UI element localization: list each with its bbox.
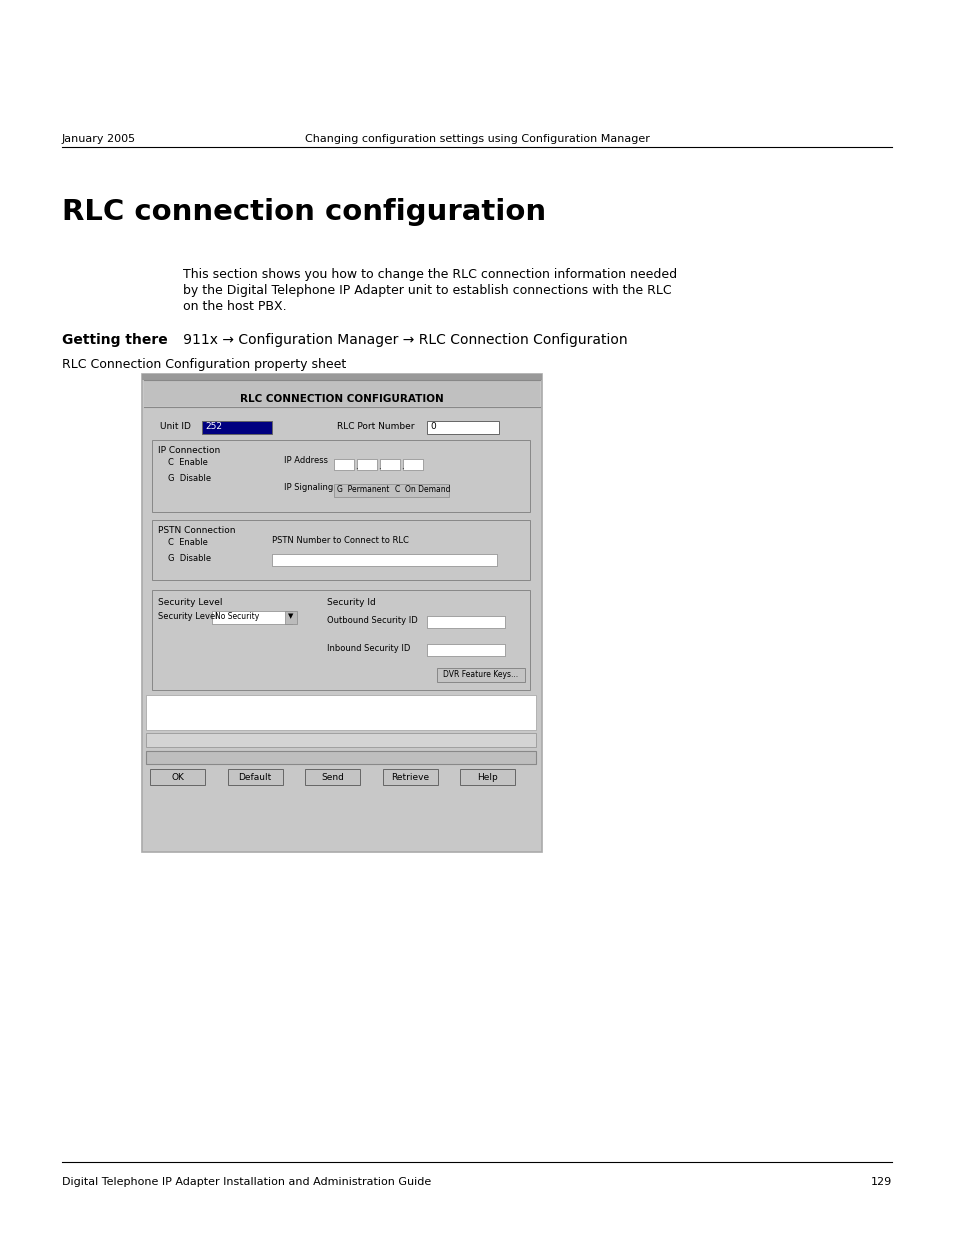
Bar — [146, 751, 536, 764]
Text: .: . — [400, 462, 403, 471]
Bar — [152, 590, 530, 690]
Text: Getting there: Getting there — [62, 333, 168, 347]
Bar — [427, 643, 504, 656]
Text: 911x → Configuration Manager → RLC Connection Configuration: 911x → Configuration Manager → RLC Conne… — [170, 333, 627, 347]
Text: PSTN Number to Connect to RLC: PSTN Number to Connect to RLC — [272, 536, 409, 545]
Bar — [427, 421, 498, 433]
Bar — [305, 769, 360, 785]
Text: .: . — [377, 462, 380, 471]
Bar — [460, 769, 515, 785]
Text: Inbound Security ID: Inbound Security ID — [327, 643, 410, 653]
Bar — [152, 440, 530, 513]
Text: IP Signaling: IP Signaling — [284, 483, 333, 492]
Bar — [334, 484, 449, 496]
Text: 252: 252 — [205, 422, 222, 431]
Text: .: . — [355, 462, 357, 471]
Text: RLC Port Number: RLC Port Number — [336, 422, 414, 431]
Text: C  On Demand: C On Demand — [395, 485, 450, 494]
Text: Unit ID: Unit ID — [160, 422, 191, 431]
Text: G  Permanent: G Permanent — [336, 485, 389, 494]
Bar — [285, 611, 296, 624]
Text: Retrieve: Retrieve — [391, 773, 429, 783]
Text: Outbound Security ID: Outbound Security ID — [327, 616, 417, 625]
Bar — [142, 374, 541, 380]
Text: Security Level: Security Level — [158, 598, 222, 606]
Bar — [382, 769, 437, 785]
Text: Security Id: Security Id — [327, 598, 375, 606]
Bar — [150, 769, 205, 785]
Bar — [228, 769, 282, 785]
Bar — [146, 734, 536, 747]
Bar — [144, 380, 539, 406]
Bar — [146, 695, 536, 730]
Text: ▼: ▼ — [288, 613, 294, 619]
Text: This section shows you how to change the RLC connection information needed: This section shows you how to change the… — [183, 268, 677, 282]
Text: on the host PBX.: on the host PBX. — [183, 300, 286, 312]
Text: IP Connection: IP Connection — [158, 446, 220, 454]
Text: DVR Feature Keys...: DVR Feature Keys... — [443, 671, 518, 679]
Text: by the Digital Telephone IP Adapter unit to establish connections with the RLC: by the Digital Telephone IP Adapter unit… — [183, 284, 671, 296]
Text: Send: Send — [321, 773, 344, 783]
Text: RLC Connection Configuration property sheet: RLC Connection Configuration property sh… — [62, 358, 346, 370]
Bar — [202, 421, 272, 433]
Text: Help: Help — [477, 773, 497, 783]
Bar — [334, 459, 354, 471]
Bar — [272, 555, 497, 566]
Text: OK: OK — [171, 773, 184, 783]
Bar — [152, 520, 530, 580]
Text: 129: 129 — [870, 1177, 891, 1187]
Bar — [379, 459, 399, 471]
Bar — [427, 616, 504, 629]
Text: January 2005: January 2005 — [62, 135, 136, 144]
Text: C  Enable: C Enable — [168, 458, 208, 467]
Text: RLC connection configuration: RLC connection configuration — [62, 198, 545, 226]
Bar — [212, 611, 292, 624]
Text: Digital Telephone IP Adapter Installation and Administration Guide: Digital Telephone IP Adapter Installatio… — [62, 1177, 431, 1187]
Text: RLC CONNECTION CONFIGURATION: RLC CONNECTION CONFIGURATION — [240, 394, 443, 404]
Bar — [142, 374, 541, 852]
Bar — [356, 459, 376, 471]
Text: IP Address: IP Address — [284, 456, 328, 466]
Text: Security Level: Security Level — [158, 613, 217, 621]
Text: G  Disable: G Disable — [168, 555, 211, 563]
Bar — [436, 668, 524, 682]
Text: Default: Default — [238, 773, 272, 783]
Text: G  Disable: G Disable — [168, 474, 211, 483]
Text: Changing configuration settings using Configuration Manager: Changing configuration settings using Co… — [304, 135, 649, 144]
Bar — [402, 459, 422, 471]
Text: C  Enable: C Enable — [168, 538, 208, 547]
Text: No Security: No Security — [214, 613, 259, 621]
Text: PSTN Connection: PSTN Connection — [158, 526, 235, 535]
Text: 0: 0 — [430, 422, 436, 431]
